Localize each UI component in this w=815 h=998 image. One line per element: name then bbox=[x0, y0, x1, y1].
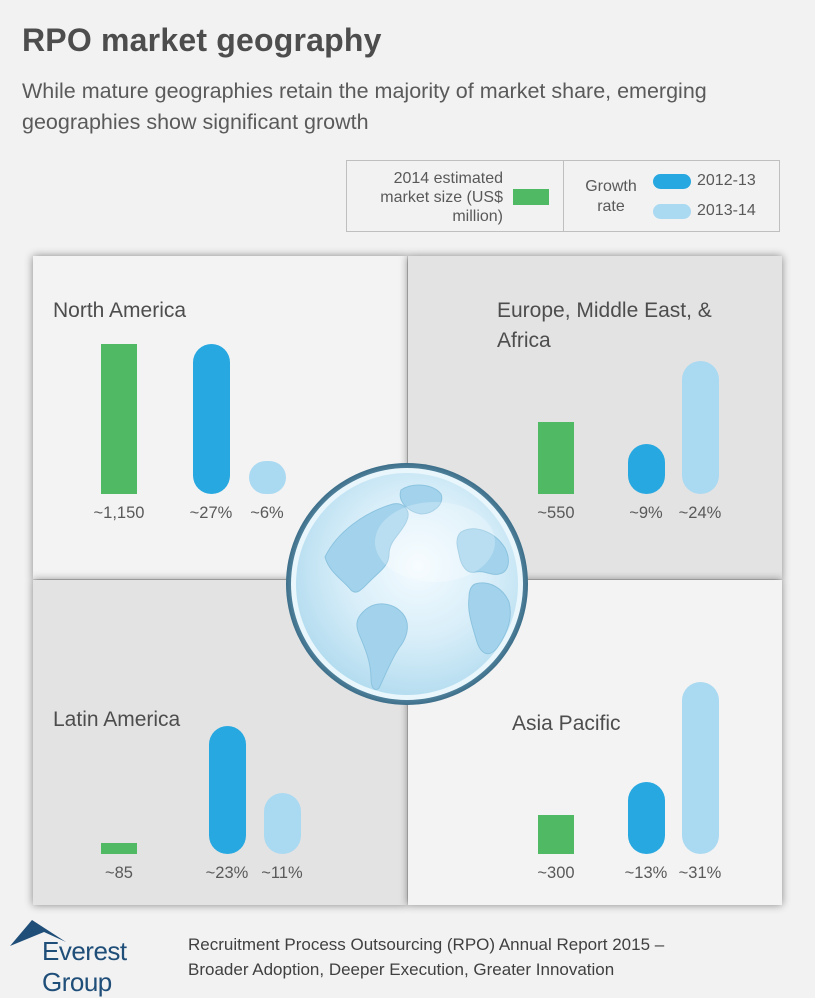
bar-emea-growth-2012-13 bbox=[627, 444, 665, 494]
region-label-latin-america: Latin America bbox=[53, 708, 181, 731]
page-title: RPO market geography bbox=[22, 22, 382, 58]
bar-asia-pacific-growth-2013-14 bbox=[681, 681, 719, 854]
legend-divider bbox=[563, 161, 564, 231]
logo-text: Everest Group bbox=[42, 936, 127, 997]
legend: 2014 estimated market size (US$ million)… bbox=[346, 160, 780, 232]
globe-icon bbox=[286, 463, 528, 705]
region-label-asia-pacific: Asia Pacific bbox=[512, 712, 621, 735]
footer-line-2: Broader Adoption, Deeper Execution, Grea… bbox=[188, 960, 615, 979]
bar-emea-growth-2013-14 bbox=[681, 360, 719, 494]
region-label-north-america: North America bbox=[53, 299, 187, 322]
legend-growth-rate-label: Growth rate bbox=[585, 178, 637, 215]
legend-market-size-label: 2014 estimated market size (US$ million) bbox=[380, 170, 503, 225]
value-label-emea-growth-2012-13: ~9% bbox=[629, 504, 663, 522]
legend-market-size-swatch bbox=[513, 189, 549, 205]
bar-latin-america-growth-2012-13 bbox=[208, 726, 246, 854]
value-label-emea-market-size: ~550 bbox=[537, 504, 575, 522]
legend-2012-swatch bbox=[653, 174, 691, 189]
value-label-latin-america-market-size: ~85 bbox=[105, 864, 133, 882]
region-label-emea: Europe, Middle East, & Africa bbox=[497, 296, 712, 356]
footer-source: Recruitment Process Outsourcing (RPO) An… bbox=[188, 932, 788, 982]
bar-north-america-growth-2012-13 bbox=[192, 344, 230, 494]
legend-2013-swatch bbox=[653, 204, 691, 219]
value-label-latin-america-growth-2012-13: ~23% bbox=[205, 864, 249, 882]
bar-latin-america-market-size bbox=[101, 842, 137, 854]
bar-north-america-market-size bbox=[101, 344, 137, 494]
mountain-logo-icon bbox=[10, 920, 66, 946]
value-label-asia-pacific-growth-2012-13: ~13% bbox=[624, 864, 668, 882]
value-label-north-america-growth-2013-14: ~6% bbox=[250, 504, 284, 522]
value-label-asia-pacific-market-size: ~300 bbox=[537, 864, 575, 882]
bar-latin-america-growth-2013-14 bbox=[263, 792, 301, 854]
region-label-emea-line1: Europe, Middle East, & bbox=[497, 299, 712, 322]
legend-2012-label: 2012-13 bbox=[697, 172, 756, 189]
everest-group-logo: Everest Group bbox=[8, 918, 180, 997]
bar-asia-pacific-market-size bbox=[538, 814, 574, 854]
page-subtitle: While mature geographies retain the majo… bbox=[22, 79, 707, 134]
bar-asia-pacific-growth-2012-13 bbox=[627, 781, 665, 854]
value-label-north-america-growth-2012-13: ~27% bbox=[189, 504, 233, 522]
value-label-north-america-market-size: ~1,150 bbox=[93, 504, 145, 522]
region-label-emea-line2: Africa bbox=[497, 329, 551, 352]
legend-2013-label: 2013-14 bbox=[697, 202, 756, 219]
bar-north-america-growth-2013-14 bbox=[248, 460, 286, 494]
value-label-asia-pacific-growth-2013-14: ~31% bbox=[678, 864, 722, 882]
bar-emea-market-size bbox=[538, 422, 574, 494]
value-label-emea-growth-2013-14: ~24% bbox=[678, 504, 722, 522]
value-label-latin-america-growth-2013-14: ~11% bbox=[261, 864, 303, 882]
footer-line-1: Recruitment Process Outsourcing (RPO) An… bbox=[188, 935, 665, 954]
